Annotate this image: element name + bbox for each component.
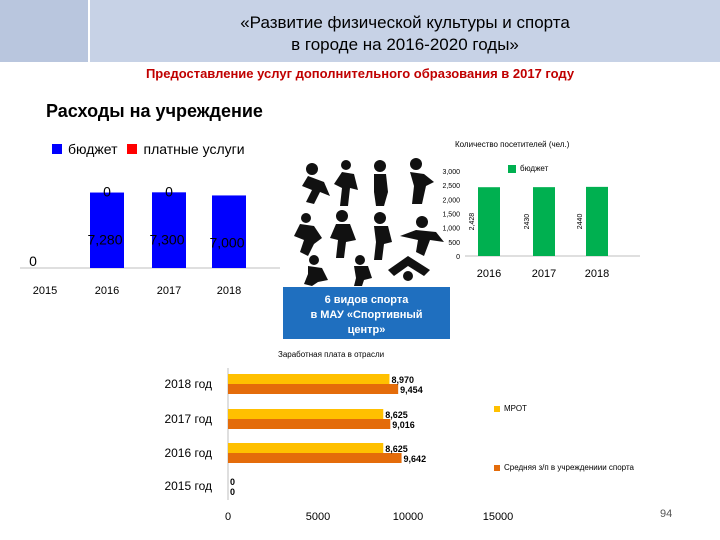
- chart1-data-label-paid: 0: [103, 184, 111, 200]
- chart1-data-label-budget: 7,300: [149, 231, 184, 247]
- chart2-category-label: 2018: [585, 268, 609, 280]
- legend-swatch-paid: [127, 144, 138, 154]
- chart3-category-label: 2015 год: [164, 479, 212, 493]
- callout-line-2: в МАУ «Спортивный: [310, 309, 423, 321]
- header-bar: [0, 0, 720, 62]
- chart3-legend-avg: Средняя з/п в учреждениии спорта: [494, 463, 634, 472]
- chart1-category-label: 2015: [33, 285, 57, 297]
- chart3-data-label-mrot: 0: [230, 477, 235, 487]
- chart2-data-label: 2430: [524, 214, 531, 230]
- chart2-ytick-label: 0: [456, 254, 460, 261]
- chart2-ytick-label: 2,500: [442, 183, 460, 190]
- chart3-bar-avg: [228, 384, 399, 394]
- chart2-legend: бюджет: [508, 164, 548, 173]
- subtitle: Предоставление услуг дополнительного обр…: [145, 66, 575, 81]
- legend-label-paid: платные услуги: [143, 141, 245, 157]
- chart3-data-label-avg: 9,642: [404, 454, 427, 464]
- chart1-bar-budget: [90, 192, 124, 268]
- legend-label-mrot: МРОТ: [504, 404, 527, 413]
- chart3-xtick-label: 5000: [306, 511, 330, 523]
- chart1-bar-budget: [152, 192, 186, 268]
- chart3-bar-mrot: [228, 443, 384, 453]
- chart3-bar-mrot: [228, 374, 390, 384]
- chart2-bar: [586, 186, 608, 256]
- chart3-category-label: 2016 год: [164, 446, 212, 460]
- chart3-data-label-avg: 0: [230, 487, 235, 497]
- chart1-svg: 0 7,280 0 7,300 0 7,000 2015 2016 2017 2018: [20, 183, 280, 297]
- chart2-ytick-label: 2,000: [442, 197, 460, 204]
- chart3-data-label-avg: 9,016: [392, 420, 415, 430]
- chart2-ytick-label: 500: [448, 240, 460, 247]
- title-line-1: «Развитие физической культуры и спорта: [240, 13, 570, 32]
- chart2-ytick-label: 1,000: [442, 226, 460, 233]
- chart2-ytick-label: 1,500: [442, 212, 460, 219]
- chart2-bar: [533, 187, 555, 256]
- header-divider: [88, 0, 90, 62]
- chart2-data-label: 2,428: [469, 213, 476, 231]
- chart3-data-label-mrot: 8,625: [385, 410, 408, 420]
- chart3-xtick-label: 0: [225, 511, 231, 523]
- page-number: 94: [660, 508, 673, 520]
- chart2-data-label: 2440: [577, 214, 584, 230]
- chart3-bar-avg: [228, 453, 402, 463]
- chart3-category-label: 2018 год: [164, 377, 212, 391]
- chart3-legend-mrot: МРОТ: [494, 404, 527, 413]
- chart3-xtick-label: 15000: [483, 511, 514, 523]
- header-left-panel: [0, 0, 88, 62]
- chart2-svg: 0 500 1,000 1,500 2,000 2,500 3,000 2,428 2430 2…: [442, 169, 640, 280]
- chart1-data-label-budget: 7,280: [87, 232, 122, 248]
- title-line-2: в городе на 2016-2020 годы»: [291, 35, 519, 54]
- chart1-data-label-budget: 0: [29, 253, 37, 269]
- legend-swatch-mrot: [494, 405, 500, 412]
- chart1-bar-budget: [212, 195, 246, 268]
- chart2-ytick-label: 3,000: [442, 169, 460, 176]
- legend-swatch-avg: [494, 464, 500, 471]
- page-title: «Развитие физической культуры и спорта в…: [100, 12, 710, 56]
- chart3-data-label-mrot: 8,970: [391, 375, 414, 385]
- legend-label-visitors: бюджет: [520, 164, 549, 173]
- chart3-bar-avg: [228, 419, 391, 429]
- chart1-data-label-paid: 0: [165, 183, 173, 199]
- chart2-bar: [478, 187, 500, 256]
- legend-label-avg: Средняя з/п в учреждениии спорта: [504, 463, 634, 472]
- callout-line-1: 6 видов спорта: [324, 294, 409, 306]
- chart3-title: Заработная плата в отрасли: [278, 350, 385, 359]
- callout-line-3: центр»: [347, 324, 386, 336]
- chart1-category-label: 2018: [217, 285, 241, 297]
- chart2-title: Количество посетителей (чел.): [455, 140, 570, 149]
- sports-silhouettes-icon: [294, 158, 444, 286]
- legend-swatch-budget: [52, 144, 62, 154]
- sports-callout: 6 видов спорта в МАУ «Спортивный центр»: [283, 287, 450, 339]
- chart1-legend: бюджет платные услуги: [52, 141, 245, 157]
- chart3-bar-mrot: [228, 409, 384, 419]
- chart2-category-label: 2016: [477, 268, 501, 280]
- chart3-data-label-avg: 9,454: [400, 385, 423, 395]
- chart3-category-label: 2017 год: [164, 412, 212, 426]
- chart3-xtick-label: 10000: [393, 511, 424, 523]
- chart1-category-label: 2017: [157, 285, 181, 297]
- section-title: Расходы на учреждение: [46, 101, 263, 121]
- chart1-category-label: 2016: [95, 285, 119, 297]
- legend-swatch-visitors: [508, 164, 516, 173]
- chart2-category-label: 2017: [532, 268, 556, 280]
- chart3-data-label-mrot: 8,625: [385, 444, 408, 454]
- legend-label-budget: бюджет: [68, 141, 118, 157]
- chart1-data-label-budget: 7,000: [209, 234, 244, 250]
